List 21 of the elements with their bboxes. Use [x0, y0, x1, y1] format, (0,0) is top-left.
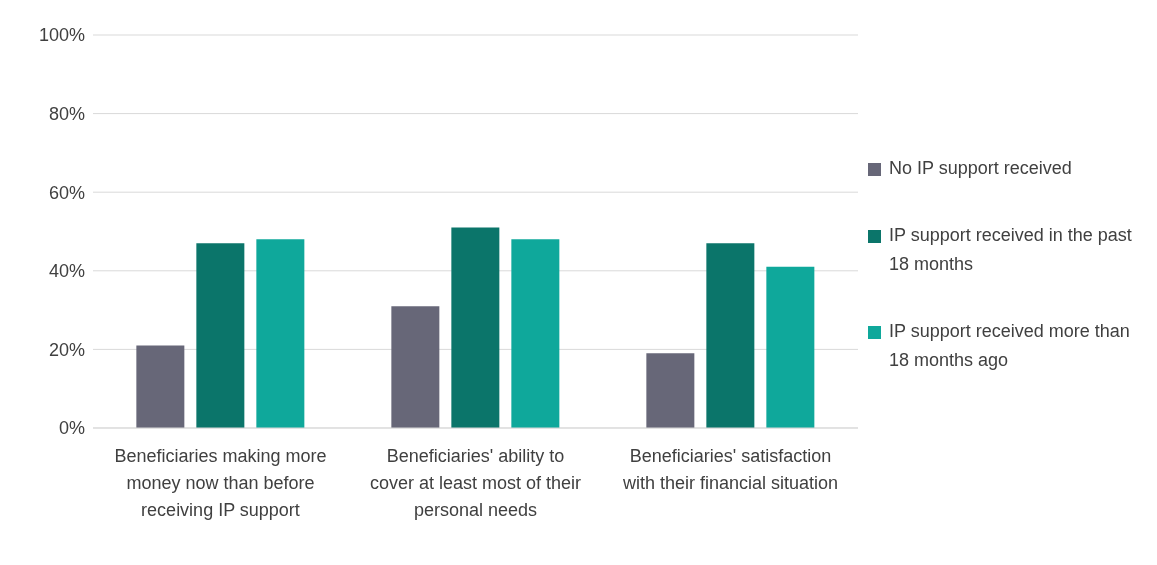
- bar: [136, 345, 185, 428]
- x-tick-label: Beneficiaries' ability to cover at least most of their personal needs: [369, 446, 582, 521]
- bar: [256, 239, 305, 428]
- legend-label: IP support received more than 18 months ago: [889, 319, 1131, 372]
- legend-label: IP support received in the past 18 months: [889, 223, 1133, 276]
- y-tick-label: 40%: [48, 261, 85, 282]
- bar: [646, 353, 695, 428]
- y-tick-label: 0%: [58, 418, 85, 439]
- y-tick-label: 80%: [48, 103, 85, 124]
- bar: [391, 306, 440, 428]
- x-tick-label: Beneficiaries making more money now than before receiving IP support: [114, 446, 327, 521]
- bar: [511, 239, 560, 428]
- bar: [766, 266, 815, 428]
- bar: [706, 243, 755, 428]
- y-tick-label: 100%: [38, 25, 85, 46]
- x-tick-label: Beneficiaries' satisfaction with their financial situation: [621, 446, 839, 494]
- y-tick-label: 60%: [48, 182, 85, 203]
- y-tick-label: 20%: [48, 339, 85, 360]
- legend-label: No IP support received: [889, 156, 1072, 180]
- bar: [451, 227, 500, 428]
- bar: [196, 243, 245, 428]
